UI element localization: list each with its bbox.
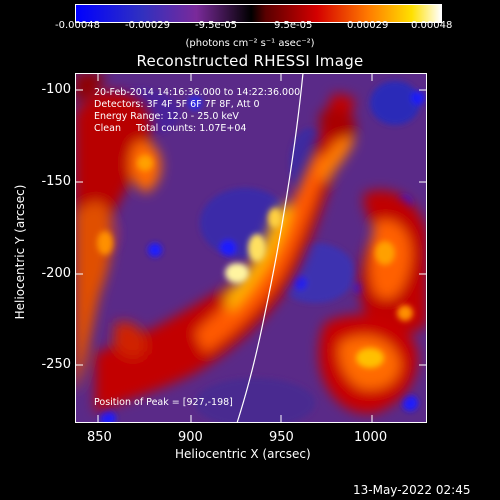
y-axis-label: Heliocentric Y (arcsec) bbox=[13, 184, 27, 320]
plot-title: Reconstructed RHESSI Image bbox=[136, 52, 364, 70]
x-tick-label: 900 bbox=[178, 430, 203, 445]
colorbar-tick: 0.00048 bbox=[411, 20, 453, 31]
timestamp: 13-May-2022 02:45 bbox=[353, 483, 471, 497]
colorbar-tick: 0.00029 bbox=[347, 20, 389, 31]
info-energy-range: Energy Range: 12.0 - 25.0 keV bbox=[94, 111, 239, 122]
axis-tick-marks bbox=[75, 73, 427, 423]
info-time-range: 20-Feb-2014 14:16:36.000 to 14:22:36.000 bbox=[94, 87, 301, 98]
info-peak-position: Position of Peak = [927,-198] bbox=[94, 397, 233, 408]
y-tick-label: -100 bbox=[41, 82, 71, 97]
x-tick-label: 950 bbox=[269, 430, 294, 445]
y-tick-label: -200 bbox=[41, 266, 71, 281]
x-tick-label: 1000 bbox=[354, 430, 388, 445]
y-tick-label: -150 bbox=[41, 174, 71, 189]
colorbar bbox=[75, 4, 442, 23]
colorbar-tick: -9.5e-05 bbox=[195, 20, 237, 31]
solar-limb bbox=[236, 73, 304, 423]
colorbar-tick: -0.00048 bbox=[55, 20, 100, 31]
x-tick-label: 850 bbox=[87, 430, 112, 445]
y-tick-label: -250 bbox=[41, 357, 71, 372]
rhessi-image bbox=[75, 73, 427, 423]
colorbar-tick: -0.00029 bbox=[125, 20, 170, 31]
colorbar-units: (photons cm⁻² s⁻¹ asec⁻²) bbox=[185, 38, 315, 49]
info-detectors: Detectors: 3F 4F 5F 6F 7F 8F, Att 0 bbox=[94, 99, 260, 110]
colorbar-tick: 9.5e-05 bbox=[274, 20, 313, 31]
colorbar-tick-labels: -0.00048 -0.00029 -9.5e-05 9.5e-05 0.000… bbox=[55, 20, 452, 31]
info-clean-counts: Clean Total counts: 1.07E+04 bbox=[94, 123, 247, 134]
x-axis-label: Heliocentric X (arcsec) bbox=[175, 447, 311, 461]
